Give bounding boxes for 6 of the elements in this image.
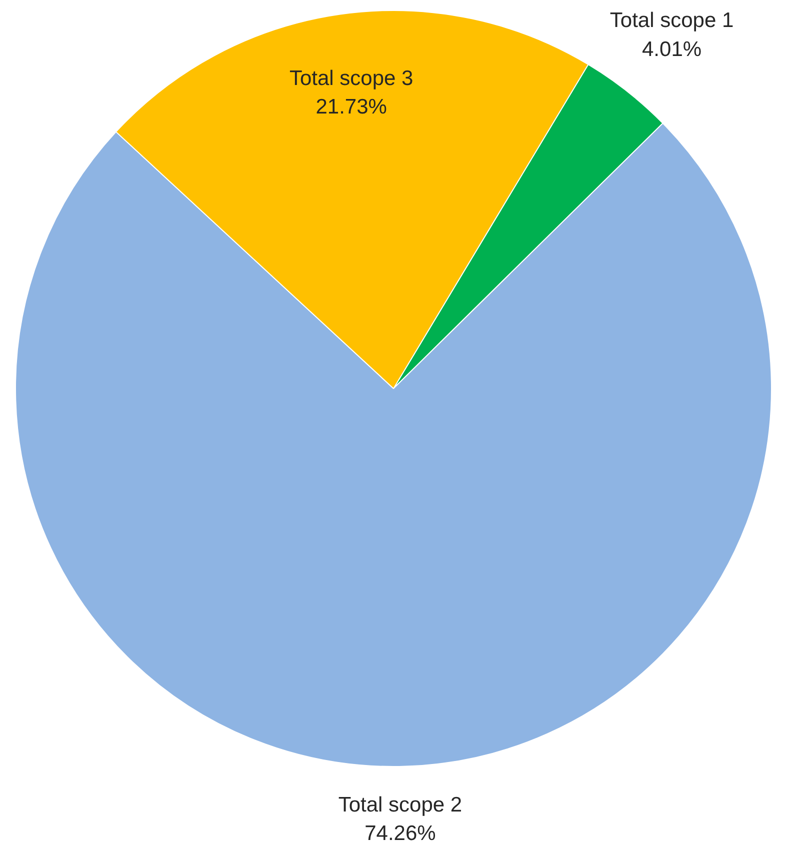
data-label: 21.73%	[316, 96, 387, 119]
slice-label: Total scope 3	[289, 66, 414, 90]
slice-label: Total scope 2	[338, 793, 462, 816]
data-label: 74.26%	[364, 822, 436, 846]
data-label: 4.01%	[642, 38, 702, 61]
slice-label: Total scope 1	[610, 9, 734, 32]
